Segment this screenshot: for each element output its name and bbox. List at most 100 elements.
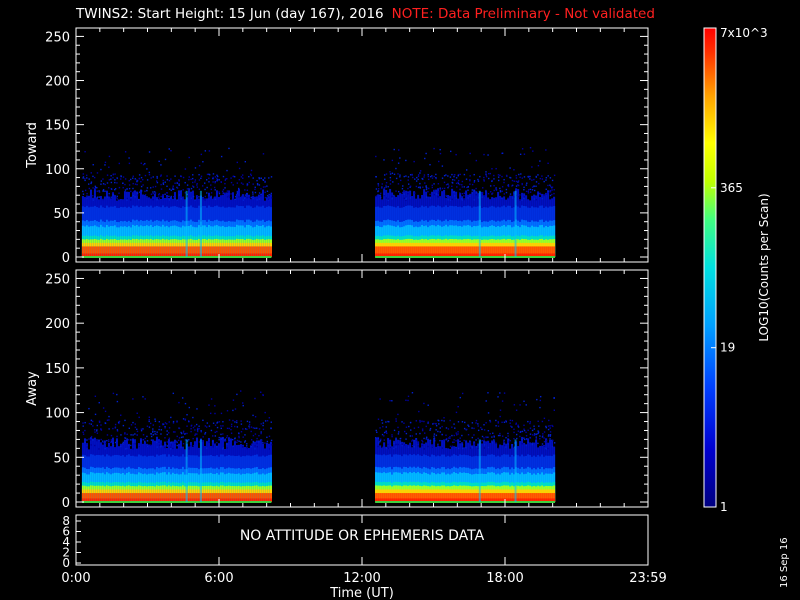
scatter-dot [525,184,528,186]
heatmap-cell [473,498,476,502]
scatter-dot [476,191,478,194]
heatmap-cell [451,493,454,502]
scatter-dot [452,179,454,181]
scatter-dot [96,172,99,174]
scatter-dot [124,432,126,434]
scatter-dot [375,176,377,178]
heatmap-cell [265,246,268,257]
heatmap-cell [223,498,226,502]
heatmap-cell [263,493,266,502]
heatmap-cell [123,498,126,502]
scatter-dot [453,439,455,441]
scatter-dot [132,441,135,443]
scatter-dot [381,446,384,449]
heatmap-cell [111,253,114,257]
scatter-dot [188,188,190,190]
scatter-dot [391,435,393,438]
heatmap-cell [203,253,206,257]
scatter-dot [218,179,220,181]
heatmap-cell [265,493,268,502]
scatter-dot [505,436,507,439]
heatmap-cell [207,498,210,502]
heatmap-cell [423,498,426,502]
scatter-dot [196,186,199,188]
heatmap-cell [377,246,380,257]
heatmap-cell [423,493,426,502]
scatter-dot [160,175,162,177]
scatter-dot [529,422,531,425]
scatter-dot [465,446,467,449]
heatmap-cell [375,246,378,257]
scatter-dot [268,417,271,419]
heatmap-cell [91,253,94,257]
scatter-dot [168,188,171,190]
scatter-dot [132,191,135,193]
scatter-dot [120,178,122,180]
scatter-dot [138,174,141,176]
heatmap-cell [177,253,180,257]
scatter-dot [246,193,248,195]
scatter-dot [258,184,261,186]
scatter-dot [410,429,412,431]
scatter-dot [144,398,146,400]
heatmap-cell [435,498,438,502]
heatmap-cell [473,253,476,257]
scatter-dot [453,434,455,437]
heatmap-cell [213,493,216,502]
scatter-dot [457,431,459,433]
heatmap-cell [379,498,382,502]
scatter-dot [399,176,401,178]
heatmap-cell [223,246,226,257]
scatter-dot [497,421,499,423]
scatter-dot [117,421,120,424]
heatmap-cell [189,493,192,502]
scatter-dot [110,441,113,443]
heatmap-cell [175,246,178,257]
scatter-dot [90,181,93,183]
heatmap-cell [513,493,516,502]
heatmap-cell [99,498,102,502]
scatter-dot [252,427,255,429]
heatmap-cell [493,498,496,502]
scatter-dot [471,191,473,194]
heatmap-cell [231,493,234,502]
scatter-dot [447,440,449,443]
scatter-dot [513,180,515,182]
heatmap-cell [85,498,88,502]
scatter-dot [254,397,256,400]
scatter-dot [473,181,476,183]
heatmap-cell [485,493,488,502]
scatter-dot [401,444,403,447]
scatter-dot [152,428,154,430]
heatmap-cell [261,493,264,502]
heatmap-cell [229,498,232,502]
heatmap-cell [157,246,160,257]
scatter-dot [377,190,379,193]
scatter-dot [134,183,137,185]
scatter-dot [232,419,234,422]
scatter-dot [236,426,239,428]
heatmap-cell [121,253,124,257]
scatter-dot [128,157,130,159]
scatter-dot [413,160,415,163]
heatmap-cell [383,498,386,502]
heatmap-cell [99,246,102,257]
scatter-dot [176,421,178,423]
scatter-dot [148,171,151,174]
preliminary-note: NOTE: Data Preliminary - Not validated [391,6,655,22]
scatter-dot [104,422,107,425]
scatter-dot [192,195,195,198]
scatter-dot [242,402,244,404]
heatmap-cell [105,493,108,502]
scatter-dot [110,439,113,441]
heatmap-cell [419,493,422,502]
scatter-dot [537,432,539,435]
scatter-dot [519,153,522,156]
scatter-dot [190,430,192,433]
heatmap-cell [257,498,260,502]
scatter-dot [433,193,436,196]
heatmap-cell [475,246,478,257]
scatter-dot [392,181,394,183]
scatter-dot [458,447,460,449]
